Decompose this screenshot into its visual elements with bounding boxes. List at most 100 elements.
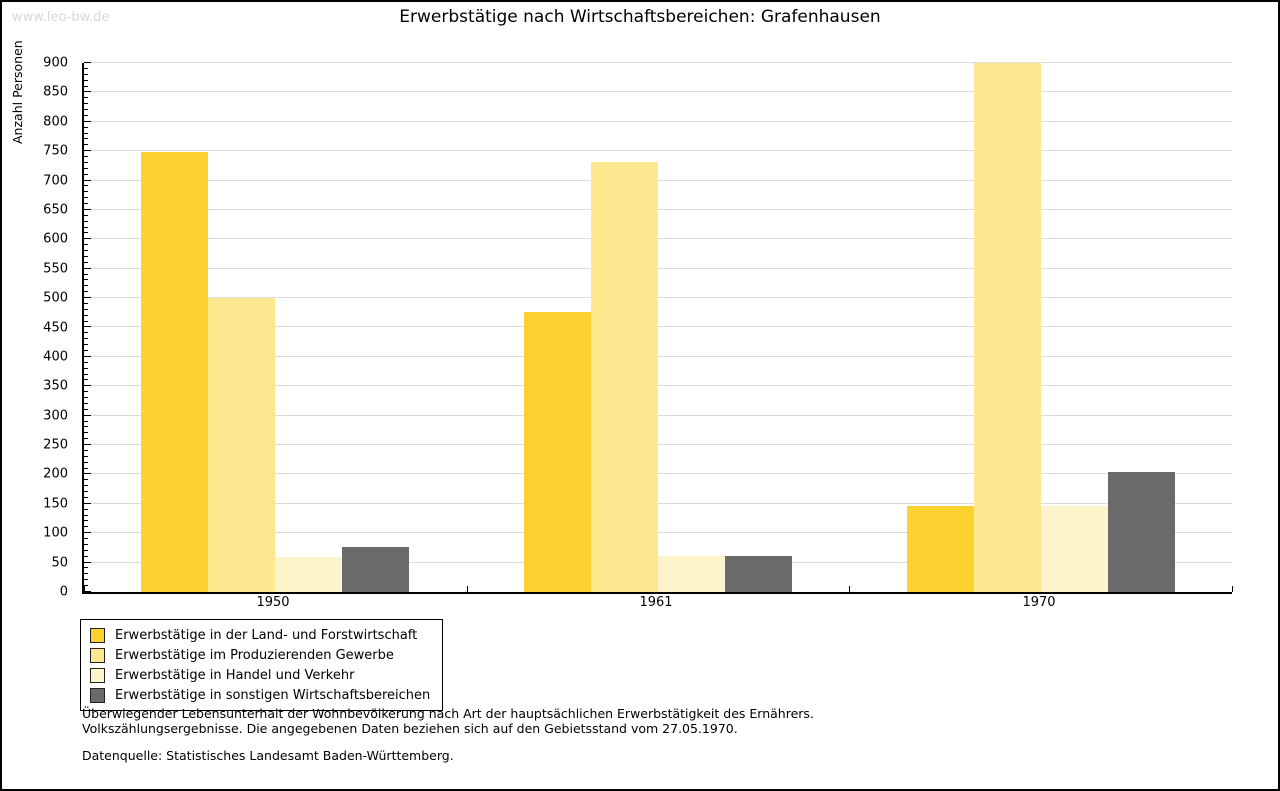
legend-item-3: Erwerbstätige in Handel und Verkehr bbox=[90, 665, 430, 685]
minor-tick-y-170 bbox=[84, 491, 88, 492]
minor-tick-y-440 bbox=[84, 332, 88, 333]
minor-tick-y-630 bbox=[84, 221, 88, 222]
minor-tick-y-20 bbox=[84, 579, 88, 580]
major-tick-y-350 bbox=[84, 385, 91, 386]
minor-tick-y-670 bbox=[84, 197, 88, 198]
minor-tick-y-610 bbox=[84, 232, 88, 233]
chart-legend: Erwerbstätige in der Land- und Forstwirt… bbox=[80, 619, 444, 711]
y-tick-label-400: 400 bbox=[43, 349, 68, 365]
minor-tick-y-730 bbox=[84, 162, 88, 163]
legend-label-2: Erwerbstätige im Produzierenden Gewerbe bbox=[115, 647, 394, 663]
major-tick-y-250 bbox=[84, 444, 91, 445]
minor-tick-y-380 bbox=[84, 368, 88, 369]
minor-tick-y-280 bbox=[84, 426, 88, 427]
minor-tick-y-480 bbox=[84, 309, 88, 310]
minor-tick-y-710 bbox=[84, 174, 88, 175]
minor-tick-y-90 bbox=[84, 538, 88, 539]
y-tick-label-300: 300 bbox=[43, 408, 68, 424]
y-tick-label-0: 0 bbox=[59, 584, 68, 600]
gridline-100 bbox=[84, 532, 1232, 533]
minor-tick-y-840 bbox=[84, 97, 88, 98]
minor-tick-y-220 bbox=[84, 462, 88, 463]
minor-tick-y-70 bbox=[84, 550, 88, 551]
legend-swatch-1 bbox=[90, 627, 105, 643]
minor-tick-y-40 bbox=[84, 567, 88, 568]
y-tick-label-350: 350 bbox=[43, 378, 68, 394]
y-tick-label-750: 750 bbox=[43, 143, 68, 159]
minor-tick-y-160 bbox=[84, 497, 88, 498]
legend-swatch-4 bbox=[90, 687, 105, 703]
y-tick-label-800: 800 bbox=[43, 114, 68, 130]
gridline-550 bbox=[84, 268, 1232, 269]
minor-tick-y-310 bbox=[84, 409, 88, 410]
minor-tick-y-540 bbox=[84, 274, 88, 275]
gridline-800 bbox=[84, 121, 1232, 122]
major-tick-y-500 bbox=[84, 297, 91, 298]
legend-item-4: Erwerbstätige in sonstigen Wirtschaftsbe… bbox=[90, 685, 430, 705]
minor-tick-y-570 bbox=[84, 256, 88, 257]
minor-tick-y-640 bbox=[84, 215, 88, 216]
major-tick-y-150 bbox=[84, 503, 91, 504]
major-tick-y-550 bbox=[84, 268, 91, 269]
chart-title: Erwerbstätige nach Wirtschaftsbereichen:… bbox=[399, 7, 881, 27]
footnote-line-2: Volkszählungsergebnisse. Die angegebenen… bbox=[82, 720, 738, 736]
major-tick-y-100 bbox=[84, 532, 91, 533]
bar-1950-series-4 bbox=[342, 547, 409, 592]
minor-tick-y-760 bbox=[84, 144, 88, 145]
minor-tick-y-260 bbox=[84, 438, 88, 439]
y-tick-label-500: 500 bbox=[43, 290, 68, 306]
bar-1950-series-3 bbox=[275, 557, 342, 592]
minor-tick-y-410 bbox=[84, 350, 88, 351]
gridline-450 bbox=[84, 326, 1232, 327]
x-axis-tick-labels: 1950 1961 1970 bbox=[82, 595, 1232, 615]
minor-tick-y-530 bbox=[84, 279, 88, 280]
x-axis-boundary-tick-0 bbox=[84, 586, 85, 592]
minor-tick-y-290 bbox=[84, 421, 88, 422]
bar-1961-series-4 bbox=[725, 556, 792, 592]
legend-label-4: Erwerbstätige in sonstigen Wirtschaftsbe… bbox=[115, 687, 431, 703]
minor-tick-y-240 bbox=[84, 450, 88, 451]
minor-tick-y-520 bbox=[84, 285, 88, 286]
gridline-200 bbox=[84, 473, 1232, 474]
minor-tick-y-770 bbox=[84, 138, 88, 139]
gridline-650 bbox=[84, 209, 1232, 210]
minor-tick-y-360 bbox=[84, 379, 88, 380]
bar-1970-series-1 bbox=[907, 506, 974, 592]
major-tick-y-300 bbox=[84, 415, 91, 416]
minor-tick-y-470 bbox=[84, 315, 88, 316]
minor-tick-y-110 bbox=[84, 526, 88, 527]
minor-tick-y-510 bbox=[84, 291, 88, 292]
minor-tick-y-880 bbox=[84, 74, 88, 75]
y-tick-label-200: 200 bbox=[43, 466, 68, 482]
gridline-700 bbox=[84, 180, 1232, 181]
footnotes: Überwiegender Lebensunterhalt der Wohnbe… bbox=[82, 706, 814, 764]
x-tick-label-1961: 1961 bbox=[639, 595, 673, 610]
major-tick-y-200 bbox=[84, 473, 91, 474]
legend-label-1: Erwerbstätige in der Land- und Forstwirt… bbox=[115, 627, 418, 643]
bar-1970-series-4 bbox=[1108, 472, 1175, 592]
bar-1961-series-1 bbox=[524, 312, 591, 592]
bar-1970-series-3 bbox=[1041, 506, 1108, 592]
minor-tick-y-370 bbox=[84, 374, 88, 375]
minor-tick-y-560 bbox=[84, 262, 88, 263]
minor-tick-y-80 bbox=[84, 544, 88, 545]
y-tick-label-150: 150 bbox=[43, 496, 68, 512]
bar-1961-series-3 bbox=[658, 556, 725, 592]
minor-tick-y-790 bbox=[84, 127, 88, 128]
legend-label-3: Erwerbstätige in Handel und Verkehr bbox=[115, 667, 355, 683]
minor-tick-y-820 bbox=[84, 109, 88, 110]
gridline-600 bbox=[84, 238, 1232, 239]
y-tick-label-700: 700 bbox=[43, 173, 68, 189]
y-tick-label-600: 600 bbox=[43, 231, 68, 247]
y-tick-label-100: 100 bbox=[43, 525, 68, 541]
minor-tick-y-330 bbox=[84, 397, 88, 398]
x-tick-label-1970: 1970 bbox=[1022, 595, 1056, 610]
minor-tick-y-210 bbox=[84, 468, 88, 469]
minor-tick-y-180 bbox=[84, 485, 88, 486]
major-tick-y-800 bbox=[84, 121, 91, 122]
minor-tick-y-230 bbox=[84, 456, 88, 457]
legend-swatch-2 bbox=[90, 647, 105, 663]
bar-1970-series-2 bbox=[974, 63, 1041, 592]
minor-tick-y-140 bbox=[84, 509, 88, 510]
minor-tick-y-580 bbox=[84, 250, 88, 251]
